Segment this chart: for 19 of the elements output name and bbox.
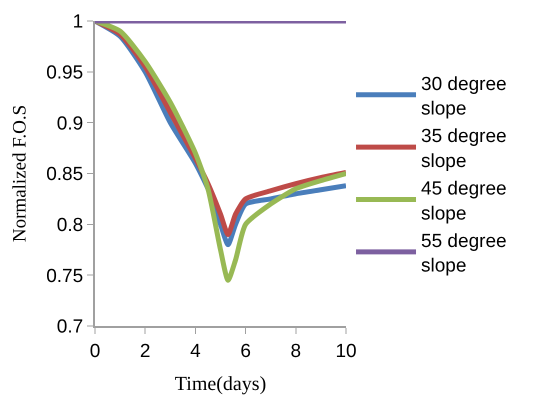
x-tick-label: 8 [290, 340, 302, 362]
x-tick-label: 6 [240, 340, 251, 362]
legend-label: 55 degree slope [421, 230, 507, 277]
x-tick-label: 2 [140, 340, 150, 362]
legend-label: 45 degree slope [421, 178, 507, 224]
x-axis-title: Time(days) [174, 372, 266, 395]
x-tick-label: 10 [335, 340, 357, 362]
legend-label: 30 degree slope [421, 74, 507, 120]
y-tick-label: 0.85 [46, 164, 84, 186]
y-tick-label: 0.95 [46, 62, 84, 84]
y-tick-label: 0.9 [56, 113, 84, 134]
x-tick-label: 4 [190, 340, 202, 362]
y-tick-label: 0.7 [56, 316, 84, 338]
y-axis-title: Normalized F.O.S [10, 104, 31, 242]
x-tick-label: 0 [90, 340, 100, 362]
y-tick-label: 0.8 [56, 214, 84, 236]
y-tick-label: 0.75 [46, 266, 84, 287]
y-tick-label: 1 [72, 12, 84, 33]
legend-label: 35 degree slope [421, 126, 507, 172]
